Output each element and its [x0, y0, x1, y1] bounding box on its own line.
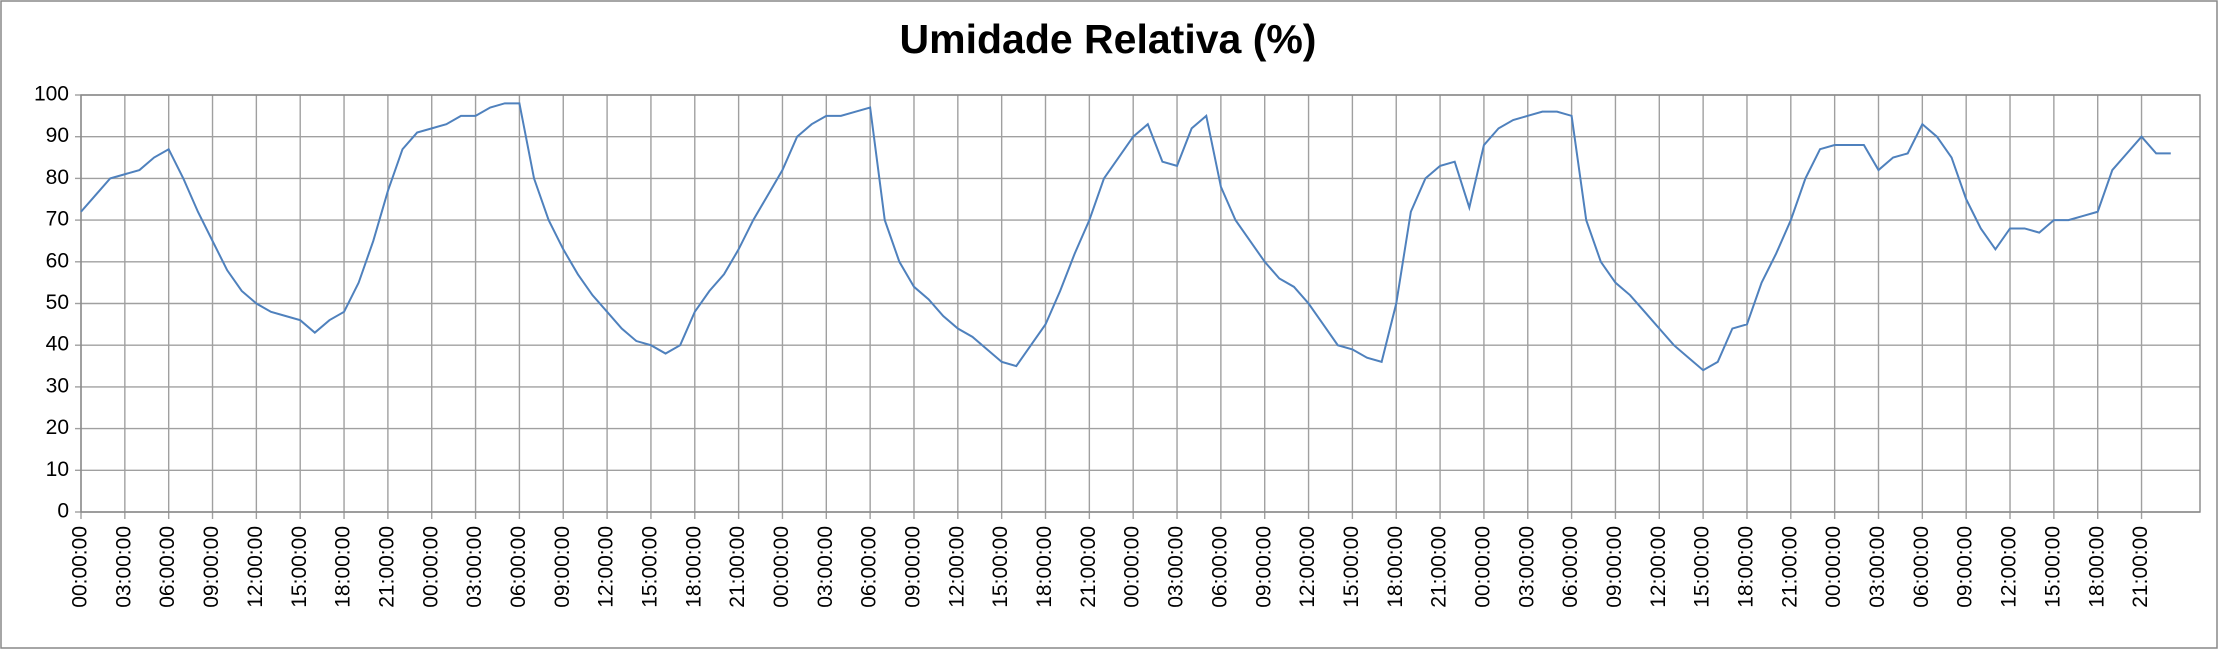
x-tick-label: 09:00:00: [1603, 526, 1626, 608]
x-tick-label: 18:00:00: [1033, 526, 1056, 608]
x-tick-label: 15:00:00: [1691, 526, 1714, 608]
x-tick-label: 06:00:00: [156, 526, 179, 608]
x-tick-label: 15:00:00: [989, 526, 1012, 608]
x-tick-label: 18:00:00: [1384, 526, 1407, 608]
chart-title: Umidade Relativa (%): [900, 16, 1317, 62]
y-tick-label: 0: [57, 500, 69, 523]
x-tick-label: 03:00:00: [1165, 526, 1188, 608]
x-tick-label: 03:00:00: [1866, 526, 1889, 608]
y-tick-label: 20: [46, 416, 69, 439]
y-tick-label: 70: [46, 208, 69, 231]
x-tick-label: 09:00:00: [1954, 526, 1977, 608]
x-tick-label: 15:00:00: [2041, 526, 2064, 608]
x-tick-label: 12:00:00: [945, 526, 968, 608]
x-tick-label: 21:00:00: [1778, 526, 1801, 608]
y-tick-label: 10: [46, 458, 69, 481]
x-tick-label: 00:00:00: [1822, 526, 1845, 608]
x-tick-label: 09:00:00: [200, 526, 223, 608]
x-tick-label: 06:00:00: [507, 526, 530, 608]
x-tick-label: 15:00:00: [638, 526, 661, 608]
y-tick-label: 60: [46, 249, 69, 272]
x-tick-label: 03:00:00: [814, 526, 837, 608]
y-tick-label: 40: [46, 333, 69, 356]
x-tick-label: 21:00:00: [1077, 526, 1100, 608]
x-tick-label: 09:00:00: [551, 526, 574, 608]
x-tick-label: 03:00:00: [1515, 526, 1538, 608]
x-tick-label: 09:00:00: [1252, 526, 1275, 608]
y-tick-label: 90: [46, 124, 69, 147]
data-line: [80, 102, 2171, 372]
y-tick-label: 30: [46, 374, 69, 397]
y-tick-label: 80: [46, 166, 69, 189]
x-tick-label: 00:00:00: [419, 526, 442, 608]
y-tick-label: 50: [46, 291, 69, 314]
x-tick-label: 15:00:00: [288, 526, 311, 608]
x-tick-label: 12:00:00: [595, 526, 618, 608]
x-tick-label: 06:00:00: [1559, 526, 1582, 608]
x-tick-label: 06:00:00: [1910, 526, 1933, 608]
x-tick-label: 21:00:00: [375, 526, 398, 608]
x-tick-label: 18:00:00: [332, 526, 355, 608]
x-tick-label: 18:00:00: [1735, 526, 1758, 608]
x-tick-label: 21:00:00: [2129, 526, 2152, 608]
plot-border: [80, 94, 2201, 513]
x-tick-label: 00:00:00: [1121, 526, 1144, 608]
x-tick-label: 03:00:00: [463, 526, 486, 608]
x-tick-label: 21:00:00: [1428, 526, 1451, 608]
x-tick-label: 15:00:00: [1340, 526, 1363, 608]
x-tick-label: 00:00:00: [770, 526, 793, 608]
x-tick-label: 00:00:00: [1471, 526, 1494, 608]
x-tick-label: 00:00:00: [69, 526, 92, 608]
x-tick-label: 12:00:00: [244, 526, 267, 608]
x-tick-label: 09:00:00: [902, 526, 925, 608]
x-tick-label: 12:00:00: [1998, 526, 2021, 608]
x-tick-label: 06:00:00: [1208, 526, 1231, 608]
x-tick-label: 06:00:00: [858, 526, 881, 608]
x-tick-label: 03:00:00: [112, 526, 135, 608]
x-tick-label: 18:00:00: [682, 526, 705, 608]
x-tick-label: 21:00:00: [726, 526, 749, 608]
x-tick-label: 12:00:00: [1647, 526, 1670, 608]
x-tick-label: 18:00:00: [2085, 526, 2108, 608]
y-tick-label: 100: [34, 83, 69, 106]
x-tick-label: 12:00:00: [1296, 526, 1319, 608]
